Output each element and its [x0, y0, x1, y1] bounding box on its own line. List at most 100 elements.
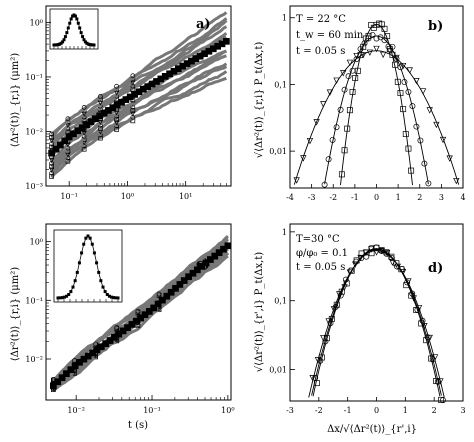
mean-point [145, 308, 153, 315]
panel-b-marks [293, 20, 460, 188]
data-point [394, 263, 401, 271]
panel-d-marks [308, 244, 446, 404]
inset-curve [53, 14, 95, 46]
panel-a-label: a) [196, 17, 211, 32]
trajectory-marker [93, 341, 98, 347]
panel-a-ylabel: ⟨Δr²(t)⟩_{r,i} (μm²) [10, 53, 21, 147]
y-tick-label: 10⁰ [30, 238, 43, 247]
trajectory-line [50, 19, 228, 142]
x-tick-label: 10⁻¹ [60, 192, 78, 201]
data-point [362, 249, 370, 257]
panel-a-frame [45, 5, 232, 187]
y-tick-label: 0,01 [269, 366, 287, 375]
data-point [378, 247, 385, 255]
data-point [320, 334, 327, 342]
y-tick-label: 10⁻¹ [25, 73, 43, 82]
panel-b: -4 -3 -2 -1 0 1 2 3 4 0,01 0,1 1 b) T = 22 °C t_w =… [254, 5, 466, 202]
data-point [325, 318, 332, 325]
panel-d-xlabel: Δx/√⟨Δr²(t)⟩_{r',i} [327, 424, 417, 435]
panel-b-annotation-waiting-time: t_w = 60 min [296, 30, 364, 41]
panel-b-ylabel: √⟨Δr²(t)⟩_{r,i} P_t(Δx,t) [254, 42, 265, 159]
trajectory-marker [98, 126, 103, 131]
data-point [333, 77, 340, 84]
trajectory-marker [65, 116, 71, 122]
data-point [392, 61, 399, 68]
x-tick-label: 10⁰ [121, 192, 134, 201]
x-tick-label: 4 [460, 193, 465, 202]
inset-point [116, 296, 120, 300]
data-point [365, 35, 372, 42]
x-tick-label: 2 [417, 193, 422, 202]
panel-a: 10⁻¹ 10⁰ 10¹ 10⁻³ 10⁻² 10⁻¹ 10⁰ a) ⟨Δr²(t)⟩_{r… [10, 5, 232, 201]
data-point [426, 107, 433, 114]
y-tick-label: 10⁻¹ [25, 296, 43, 305]
trajectory-marker [65, 122, 71, 129]
trajectory-marker [97, 100, 103, 106]
trajectory-marker [97, 119, 103, 125]
trajectory-marker [130, 108, 136, 113]
data-point [373, 249, 380, 256]
panel-c: 10⁻² 10⁻¹ 10⁰ 10⁻² 10⁻¹ 10⁰ c) ⟨Δr²(t)⟩_{r,i}… [10, 223, 235, 431]
x-tick-label: 1 [403, 406, 408, 415]
data-point [397, 90, 404, 97]
data-point [338, 171, 345, 178]
mean-point [49, 382, 57, 390]
inset-point [56, 296, 60, 300]
data-point [431, 354, 439, 361]
data-point [369, 31, 376, 38]
mean-point [58, 374, 66, 382]
panel-a-marks [48, 11, 230, 179]
data-point [349, 88, 356, 95]
data-point [357, 254, 364, 262]
fit-curve [312, 248, 441, 397]
data-point [309, 375, 316, 382]
x-tick-label: 0 [374, 193, 379, 202]
data-point [433, 121, 440, 129]
trajectory-marker [81, 130, 87, 136]
panel-d-annotation-lag-time: t = 0.05 s [296, 262, 345, 273]
data-point [423, 337, 430, 344]
data-point [314, 357, 322, 364]
mean-point [220, 245, 227, 253]
panel-d-annotation-temperature: T=30 °C [296, 234, 340, 245]
x-tick-label: 3 [460, 406, 465, 415]
data-point [306, 137, 314, 145]
mean-point [193, 266, 201, 274]
data-point [293, 177, 300, 184]
x-tick-label: -1 [351, 193, 359, 202]
mean-point [154, 300, 162, 308]
data-point [321, 181, 328, 188]
mean-point [224, 242, 232, 250]
data-point [368, 246, 375, 253]
mean-point [176, 281, 184, 288]
data-point [336, 291, 343, 298]
data-point [353, 56, 360, 63]
trajectory-marker [130, 111, 136, 117]
panel-d: -3 -2 -1 0 1 2 3 0,01 0,1 1 d) T=30 °C φ/φ₀ = 0.1… [254, 223, 466, 435]
data-point [353, 52, 360, 60]
data-point [397, 64, 404, 71]
mean-point [67, 366, 75, 373]
trajectory-marker [114, 126, 119, 132]
trajectory-marker [65, 158, 71, 164]
data-point [409, 103, 416, 110]
data-point [383, 250, 391, 257]
mean-point [163, 292, 171, 300]
inset-frame [53, 229, 123, 303]
y-tick-label: 10⁻² [25, 127, 43, 136]
data-point [341, 86, 348, 93]
fit-curve [340, 23, 413, 186]
y-tick-label: 1 [282, 14, 287, 23]
data-point [313, 119, 320, 126]
x-tick-label: -4 [286, 193, 294, 202]
data-point [389, 259, 396, 266]
mean-point [189, 269, 197, 277]
panel-c-marks [49, 235, 232, 393]
data-point [337, 292, 344, 299]
data-point [373, 45, 380, 53]
data-point [379, 51, 387, 59]
data-point [425, 180, 432, 187]
y-tick-label: 10⁰ [30, 18, 43, 27]
panel-a-inset [49, 8, 99, 50]
panel-d-label: d) [428, 261, 443, 276]
